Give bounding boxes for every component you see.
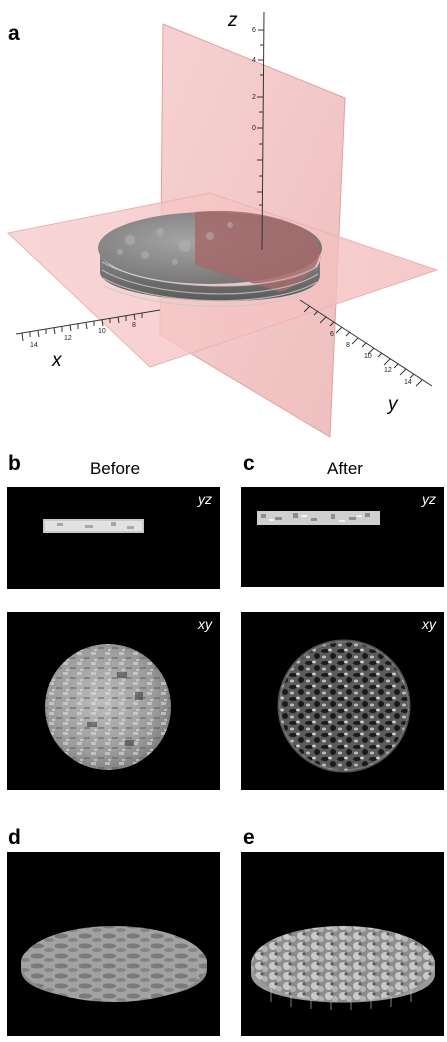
y-tick-5: 14 — [404, 379, 412, 386]
panel-c-caption: After — [270, 459, 420, 479]
z-axis-label: z — [227, 10, 238, 31]
z-tick-1: 6 — [252, 27, 256, 34]
panel-a-3d-render: 6 4 2 0 z 14 12 10 8 x — [0, 0, 447, 440]
panel-c-yz-image: yz — [241, 487, 444, 587]
panel-a-svg: 6 4 2 0 z 14 12 10 8 x — [0, 0, 447, 440]
panel-e-letter: e — [243, 826, 255, 850]
panel-c-letter: c — [243, 452, 255, 476]
z-tick-3: 2 — [252, 94, 256, 101]
panel-d-surface-render — [7, 852, 220, 1036]
z-tick-4: 0 — [252, 125, 256, 132]
panel-b-letter: b — [8, 452, 21, 476]
panel-d-letter: d — [8, 826, 21, 850]
y-tick-4: 12 — [384, 367, 392, 374]
x-tick-3: 10 — [98, 328, 106, 335]
x-tick-4: 8 — [132, 322, 136, 329]
panel-b-caption: Before — [40, 459, 190, 479]
x-axis-label: x — [51, 350, 63, 371]
panel-c-xy-image: xy — [241, 612, 444, 790]
y-tick-2: 8 — [346, 342, 350, 349]
panel-b-xy-label: xy — [198, 616, 212, 632]
x-tick-1: 14 — [30, 342, 38, 349]
panel-b-yz-image: yz — [7, 487, 220, 589]
y-tick-3: 10 — [364, 353, 372, 360]
panel-b-xy-image: xy — [7, 612, 220, 790]
x-tick-2: 12 — [64, 335, 72, 342]
panel-c-yz-label: yz — [422, 491, 436, 507]
y-axis-label: y — [386, 394, 399, 415]
panel-c-xy-label: xy — [422, 616, 436, 632]
panel-b-yz-label: yz — [198, 491, 212, 507]
z-tick-2: 4 — [252, 57, 256, 64]
panel-e-surface-render — [241, 852, 444, 1036]
y-tick-1: 6 — [330, 331, 334, 338]
